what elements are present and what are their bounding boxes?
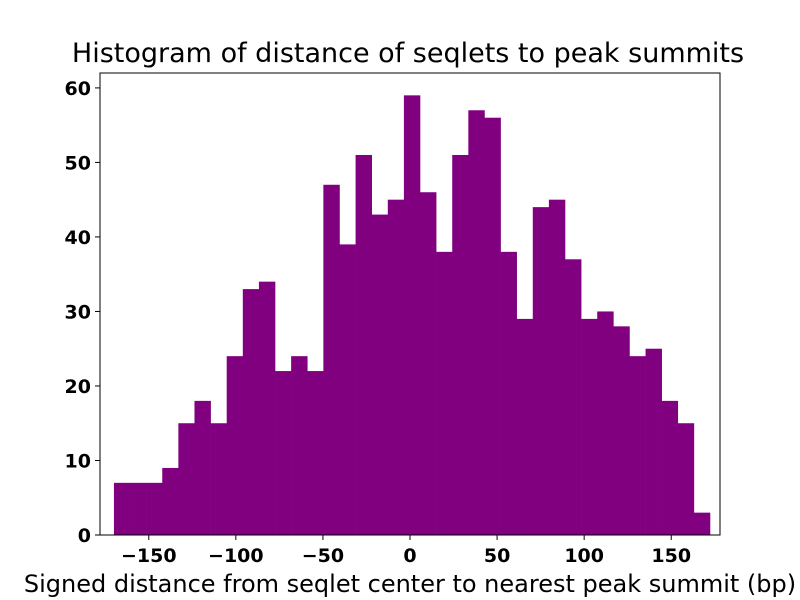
y-tick-label: 10 bbox=[65, 450, 91, 472]
histogram-bar bbox=[661, 400, 679, 535]
x-tick-label: −50 bbox=[302, 545, 344, 567]
histogram-bar bbox=[532, 207, 550, 535]
histogram-bar bbox=[339, 244, 356, 535]
histogram-bar bbox=[436, 251, 453, 535]
histogram-bar bbox=[629, 356, 646, 535]
histogram-bar bbox=[178, 423, 195, 535]
x-tick-label: 50 bbox=[484, 545, 510, 567]
x-tick-label: −100 bbox=[208, 545, 264, 567]
y-tick-label: 0 bbox=[78, 525, 91, 547]
x-axis-ticks: −150 −100 −50 0 50 100 150 bbox=[121, 535, 691, 567]
histogram-bar bbox=[387, 199, 405, 535]
histogram-bar bbox=[500, 251, 517, 535]
plot-frame bbox=[99, 72, 721, 536]
histogram-bar bbox=[597, 311, 614, 535]
histogram-bar bbox=[258, 281, 276, 535]
x-tick-label: 150 bbox=[651, 545, 691, 567]
histogram-bar bbox=[516, 318, 534, 535]
histogram-bar bbox=[323, 184, 340, 535]
histogram-bar bbox=[226, 356, 244, 535]
x-tick-label: −150 bbox=[121, 545, 177, 567]
histogram-bar bbox=[677, 423, 695, 535]
y-tick-label: 50 bbox=[65, 152, 91, 174]
y-tick-label: 20 bbox=[65, 376, 91, 398]
histogram-bar bbox=[548, 199, 566, 535]
y-tick-label: 60 bbox=[65, 78, 91, 100]
y-axis-ticks: 0 10 20 30 40 50 60 bbox=[65, 78, 100, 547]
histogram-bar bbox=[452, 154, 469, 535]
histogram-bar bbox=[581, 318, 598, 535]
histogram-bar bbox=[468, 110, 485, 535]
histogram-bar bbox=[613, 326, 630, 535]
histogram-bar bbox=[693, 512, 711, 535]
histogram-bar bbox=[420, 192, 437, 536]
y-tick-label: 30 bbox=[65, 301, 91, 323]
histogram-bar bbox=[403, 95, 421, 535]
x-axis-label: Signed distance from seqlet center to ne… bbox=[24, 570, 796, 598]
histogram-bar bbox=[194, 400, 211, 535]
histogram-bar bbox=[242, 289, 260, 535]
histogram-bar bbox=[484, 117, 501, 536]
histogram-bars bbox=[113, 95, 711, 536]
histogram-bar bbox=[113, 482, 131, 535]
histogram-bar bbox=[162, 467, 179, 535]
histogram-bar bbox=[371, 214, 389, 535]
histogram-bar bbox=[130, 482, 147, 535]
histogram-bar bbox=[565, 259, 582, 535]
histogram-bar bbox=[210, 423, 227, 535]
x-tick-label: 100 bbox=[564, 545, 604, 567]
histogram-bar bbox=[275, 371, 292, 535]
histogram-bar bbox=[146, 482, 163, 535]
y-tick-label: 40 bbox=[65, 227, 91, 249]
x-tick-label: 0 bbox=[403, 545, 416, 567]
histogram-bar bbox=[291, 356, 308, 535]
chart-title: Histogram of distance of seqlets to peak… bbox=[72, 38, 744, 69]
histogram-bar bbox=[307, 371, 324, 535]
histogram-bar bbox=[645, 348, 662, 535]
histogram-bar bbox=[355, 154, 372, 535]
